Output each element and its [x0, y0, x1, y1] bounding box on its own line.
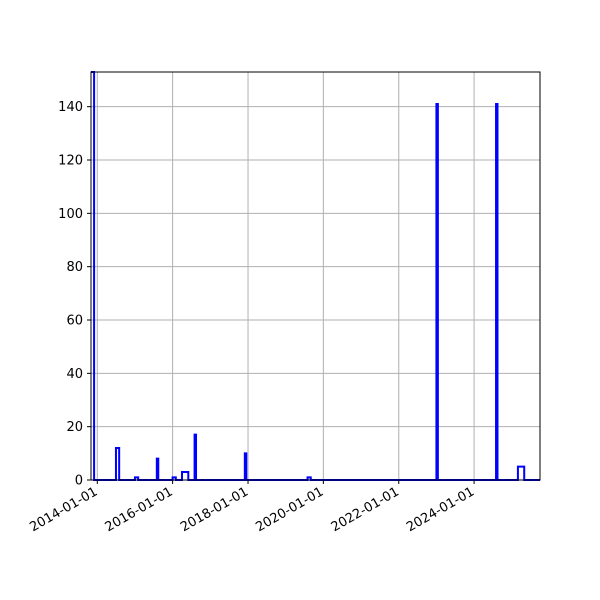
y-tick-label: 40: [66, 367, 83, 382]
x-tick-label: 2022-01-01: [329, 484, 402, 535]
x-tick-label: 2020-01-01: [253, 484, 326, 535]
series-group: [91, 71, 540, 481]
x-tick-label: 2016-01-01: [103, 484, 176, 535]
grid: [91, 72, 540, 481]
series-line: [91, 71, 540, 481]
x-tick-label: 2014-01-01: [27, 484, 100, 535]
y-tick-label: 0: [75, 474, 83, 489]
y-axis: 0 20 40 60 80 100 120 140: [58, 100, 91, 489]
y-tick-label: 120: [58, 154, 83, 169]
y-tick-label: 60: [66, 314, 83, 329]
x-axis: 2014-01-01 2016-01-01 2018-01-01 2020-01-01…: [27, 480, 477, 535]
y-tick-label: 100: [58, 207, 83, 222]
x-tick-label: 2024-01-01: [404, 484, 477, 535]
plot-background: [91, 72, 540, 480]
y-tick-label: 80: [66, 260, 83, 275]
plot-frame: [90, 71, 541, 481]
x-tick-label: 2018-01-01: [178, 484, 251, 535]
y-tick-label: 20: [66, 420, 83, 435]
y-tick-label: 140: [58, 100, 83, 115]
